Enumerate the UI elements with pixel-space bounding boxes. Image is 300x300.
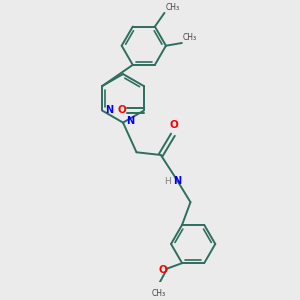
Text: N: N [126, 116, 134, 126]
Text: H: H [164, 177, 171, 186]
Text: O: O [158, 265, 167, 275]
Text: N: N [173, 176, 181, 186]
Text: CH₃: CH₃ [183, 33, 197, 42]
Text: CH₃: CH₃ [166, 3, 180, 12]
Text: O: O [170, 120, 179, 130]
Text: O: O [118, 106, 126, 116]
Text: N: N [105, 106, 113, 116]
Text: CH₃: CH₃ [152, 289, 166, 298]
